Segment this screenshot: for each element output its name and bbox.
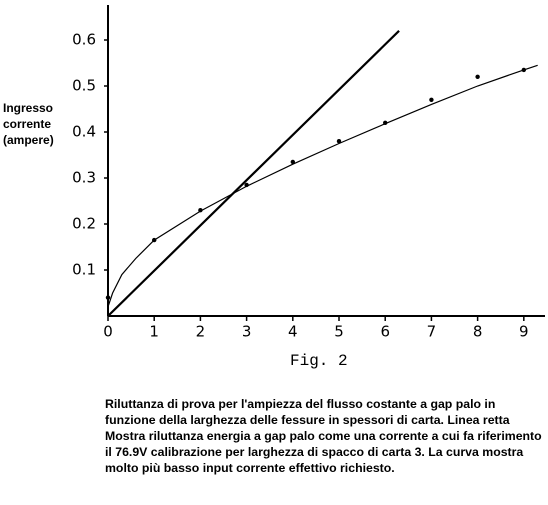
data-point xyxy=(336,139,342,144)
x-tick-label: 4 xyxy=(288,323,298,341)
y-tick-label: 0.1 xyxy=(72,261,96,279)
y-tick-label: 0.5 xyxy=(72,77,96,95)
caption: Riluttanza di prova per l'ampiezza del f… xyxy=(105,397,542,475)
x-tick-label: 6 xyxy=(380,323,390,341)
fit-curve xyxy=(107,64,538,307)
x-tick-label: 2 xyxy=(196,323,206,341)
y-tick-label: 0.3 xyxy=(72,169,96,187)
chart: 0.1 0.2 0.3 0.4 0.5 0.6 0 1 2 3 4 5 6 7 8 9 xyxy=(72,5,545,341)
y-axis-label: Ingresso corrente (ampere) xyxy=(3,101,54,147)
x-tick-label: 5 xyxy=(334,323,344,341)
x-tick-label: 8 xyxy=(473,323,483,341)
y-tick-label: 0.6 xyxy=(72,31,96,49)
y-tick-label: 0.4 xyxy=(72,123,96,141)
data-point xyxy=(429,97,434,103)
figure-label: Fig. 2 xyxy=(290,352,348,370)
reference-line xyxy=(107,30,400,317)
x-tick-label: 7 xyxy=(427,323,437,341)
data-point xyxy=(290,159,296,165)
x-tick-label: 1 xyxy=(149,323,159,341)
x-tick-label: 3 xyxy=(242,323,252,341)
data-point xyxy=(105,295,111,300)
data-point xyxy=(475,74,480,80)
x-tick-label: 0 xyxy=(103,323,113,341)
y-tick-label: 0.2 xyxy=(72,215,96,233)
x-tick-label: 9 xyxy=(519,323,529,341)
